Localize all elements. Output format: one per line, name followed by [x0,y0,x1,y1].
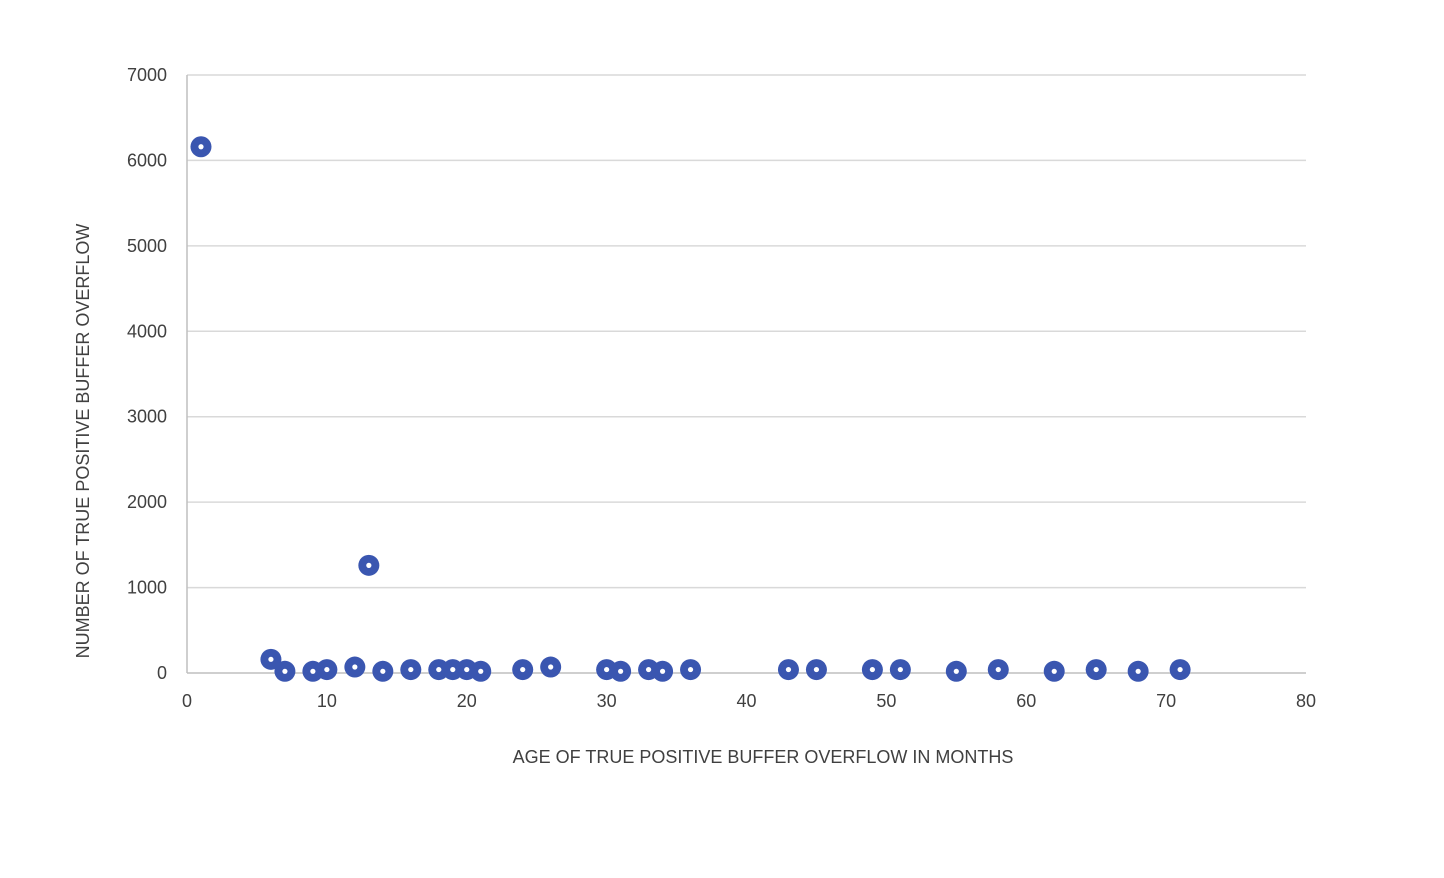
data-point-center [310,668,316,674]
data-point [889,659,911,681]
y-tick-label: 0 [157,663,167,683]
data-point-center [324,666,330,673]
data-point-center [813,666,820,673]
data-point [777,659,799,681]
gridlines [187,74,1306,589]
data-point-center [995,666,1001,673]
data-point-center [785,666,792,673]
data-point [805,659,827,681]
data-point [316,659,338,681]
data-point [400,659,422,681]
data-point-center [198,144,204,150]
y-tick-label: 5000 [127,236,167,256]
data-point [372,660,394,682]
y-tick-label: 6000 [127,150,167,170]
data-point [274,660,296,682]
x-tick-label: 80 [1296,691,1316,711]
y-tick-label: 1000 [127,578,167,598]
data-point-center [1093,666,1099,673]
data-point-center [548,664,554,670]
data-point-center [869,666,875,673]
data-point-center [687,666,694,673]
data-point-center [604,666,610,673]
data-point [344,656,366,678]
data-point-center [366,562,372,568]
data-point [680,659,702,681]
data-point-center [1135,668,1141,674]
data-point [1127,660,1149,682]
data-point-center [352,664,358,670]
data-point-center [380,668,386,674]
data-point-center [1051,668,1057,674]
data-point [1169,659,1191,681]
data-point [540,656,562,678]
x-tick-label: 10 [317,691,337,711]
data-point-center [1177,666,1183,673]
data-point [190,136,212,158]
data-point-center [450,666,456,673]
y-tick-label: 2000 [127,492,167,512]
x-tick-label: 60 [1016,691,1036,711]
data-point [358,554,380,576]
data-point-center [464,666,470,673]
y-axis-title: NUMBER OF TRUE POSITIVE BUFFER OVERFLOW [73,224,93,659]
data-point-center [659,668,666,674]
data-point [945,660,967,682]
x-tick-label: 20 [457,691,477,711]
data-point-center [645,666,652,673]
y-tick-label: 4000 [127,321,167,341]
data-point-center [268,656,274,662]
data-point [987,659,1009,681]
y-tick-label: 3000 [127,407,167,427]
x-tick-label: 40 [736,691,756,711]
x-tick-labels: 0 10 20 30 40 50 60 70 80 [182,691,1316,711]
data-points [190,136,1191,682]
y-tick-labels: 0 1000 2000 3000 4000 5000 6000 7000 [127,65,167,683]
data-point-center [408,666,414,673]
x-tick-label: 50 [876,691,896,711]
data-point-center [520,666,526,673]
data-point [512,659,534,681]
data-point [1085,659,1107,681]
data-point-center [618,668,624,674]
data-point-center [478,668,484,674]
data-point-center [282,668,288,674]
data-point [470,660,492,682]
x-tick-label: 0 [182,691,192,711]
data-point-center [897,666,903,673]
x-axis-title: AGE OF TRUE POSITIVE BUFFER OVERFLOW IN … [513,747,1014,767]
data-point-center [953,668,959,674]
data-point [861,659,883,681]
x-tick-label: 30 [597,691,617,711]
data-point [610,660,632,682]
y-tick-label: 7000 [127,65,167,85]
x-tick-label: 70 [1156,691,1176,711]
data-point-center [436,666,442,673]
data-point [1043,660,1065,682]
data-point [652,660,674,682]
axes [186,75,1306,674]
data-point [260,648,282,670]
